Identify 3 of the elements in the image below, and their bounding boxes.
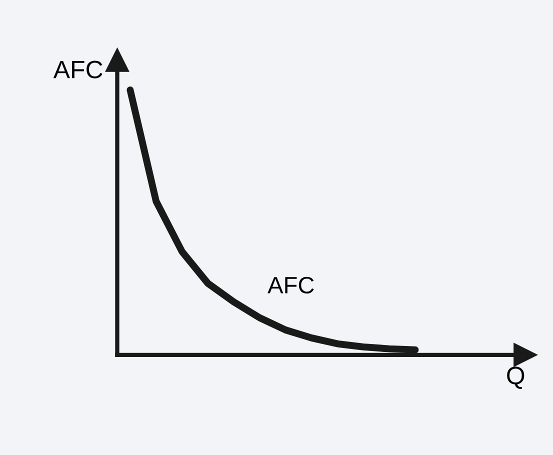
series-label: AFC	[268, 276, 314, 294]
x-axis-title: Q	[507, 366, 524, 389]
y-axis-title: AFC	[53, 60, 102, 78]
